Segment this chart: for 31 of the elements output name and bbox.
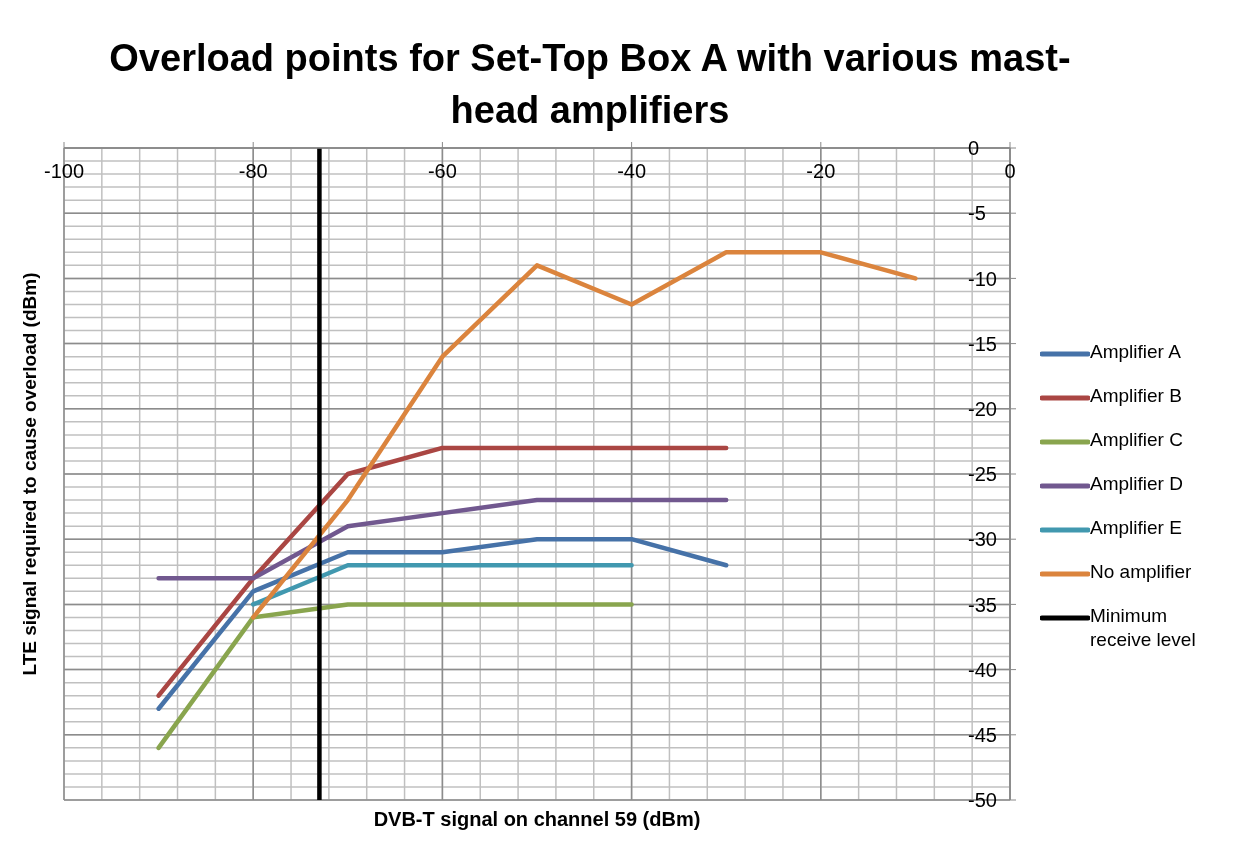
x-tick-label: -20 — [806, 160, 836, 182]
line-series — [250, 250, 918, 620]
y-tick-label: -45 — [968, 723, 997, 746]
legend-label: No amplifier — [1090, 560, 1193, 584]
legend-label: Amplifier B — [1090, 384, 1183, 408]
legend-label: Amplifier D — [1090, 472, 1184, 496]
y-tick-label: -10 — [968, 267, 997, 290]
y-tick-label: -30 — [968, 528, 997, 551]
line-series — [156, 497, 729, 581]
y-tick-label: -50 — [968, 789, 997, 812]
chart-title: Overload points for Set-Top Box A with various mast-head amplifiers — [108, 36, 1072, 133]
y-axis-title: LTE signal required to cause overload (dBm) — [19, 272, 41, 676]
y-tick-label: -20 — [968, 397, 997, 420]
x-tick-label: -40 — [617, 160, 647, 182]
line-series — [156, 445, 729, 698]
x-tick-label: -60 — [427, 160, 457, 182]
legend-label: Amplifier C — [1090, 428, 1184, 452]
legend-label: Amplifier A — [1090, 340, 1182, 364]
y-tick-label: -25 — [968, 463, 997, 486]
y-tick-label: -5 — [968, 202, 986, 225]
legend-label: Minimum receive level — [1090, 604, 1197, 652]
x-tick-label: -80 — [238, 160, 268, 182]
y-tick-label: -15 — [968, 332, 997, 355]
legend-label: Amplifier E — [1090, 516, 1183, 540]
x-tick-label: -100 — [43, 160, 85, 182]
y-tick-label: -40 — [968, 658, 997, 681]
y-tick-label: -35 — [968, 593, 997, 616]
y-tick-label: 0 — [968, 137, 980, 160]
x-axis-title: DVB-T signal on channel 59 (dBm) — [373, 808, 701, 830]
x-tick-label: 0 — [1004, 160, 1016, 182]
line-series — [156, 536, 729, 711]
